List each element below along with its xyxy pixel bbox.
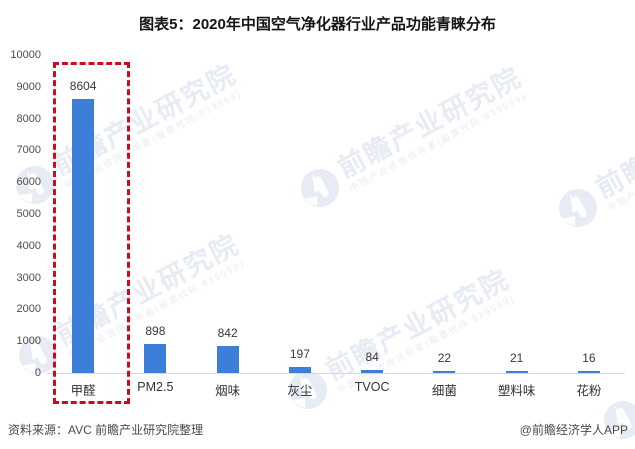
bar-塑料味 [505,371,528,373]
bar-value-label: 21 [509,351,524,365]
bar-slot-TVOC: 84 [336,55,408,373]
highlight-dashed-box [53,62,130,404]
y-tick-label: 1000 [16,335,41,348]
qianzhan-logo-icon [596,393,635,447]
x-label-花粉: 花粉 [576,384,602,398]
x-label-甲醛: 甲醛 [70,384,96,398]
plot-area: 8604 898 842 197 84 22 21 16 [47,55,625,374]
x-axis-labels: 甲醛 PM2.5 烟味 灰尘 TVOC 细菌 塑料味 花粉 [47,380,625,399]
bar-value-label: 197 [289,347,310,361]
source-note: 资料来源：AVC 前瞻产业研究院整理 [8,423,204,437]
y-tick-label: 2000 [16,303,41,316]
bar-slot-花粉: 16 [553,55,625,373]
y-tick-label: 9000 [16,80,41,93]
bar-slot-烟味: 842 [192,55,264,373]
y-tick-label: 7000 [16,144,41,157]
y-tick-label: 6000 [16,176,41,189]
bar-slot-甲醛: 8604 [47,55,119,373]
bar-slot-灰尘: 197 [264,55,336,373]
bar-slot-细菌: 22 [408,55,480,373]
x-label-灰尘: 灰尘 [287,384,313,398]
bar-value-label: 22 [437,351,452,365]
bar-value-label: 84 [365,350,379,364]
x-label-塑料味: 塑料味 [497,384,536,398]
credit-note: @前瞻经济学人APP [519,423,628,437]
y-tick-label: 10000 [10,49,41,61]
bar-slot-塑料味: 21 [481,55,553,373]
y-tick-label: 5000 [16,208,41,220]
bar-value-label: 16 [582,351,596,365]
bar-value-label: 842 [217,326,238,340]
bar-slot-PM2.5: 898 [119,55,191,373]
bar-花粉 [577,371,600,373]
bar-灰尘 [288,367,311,373]
bar-value-label: 8604 [69,79,97,93]
chart-title: 图表5：2020年中国空气净化器行业产品功能青睐分布 [139,16,496,33]
bar-TVOC [361,370,384,373]
bar-甲醛 [72,99,95,373]
x-label-TVOC: TVOC [354,380,390,394]
y-axis: 0 1000 2000 3000 4000 5000 6000 7000 8000 9000 100… [0,49,41,379]
y-tick-label: 3000 [16,271,41,284]
x-label-细菌: 细菌 [431,384,457,398]
bar-value-label: 898 [145,324,166,338]
footer: 资料来源：AVC 前瞻产业研究院整理 @前瞻经济学人APP [8,421,628,438]
bar-PM2.5 [144,344,167,373]
bar-烟味 [216,346,239,373]
y-tick-label: 0 [34,367,41,379]
bars-row: 8604 898 842 197 84 22 21 16 [47,55,625,373]
x-label-烟味: 烟味 [215,384,241,398]
x-label-PM2.5: PM2.5 [137,380,174,394]
y-tick-label: 8000 [16,112,41,125]
y-tick-label: 4000 [16,239,41,252]
bar-细菌 [433,371,456,373]
